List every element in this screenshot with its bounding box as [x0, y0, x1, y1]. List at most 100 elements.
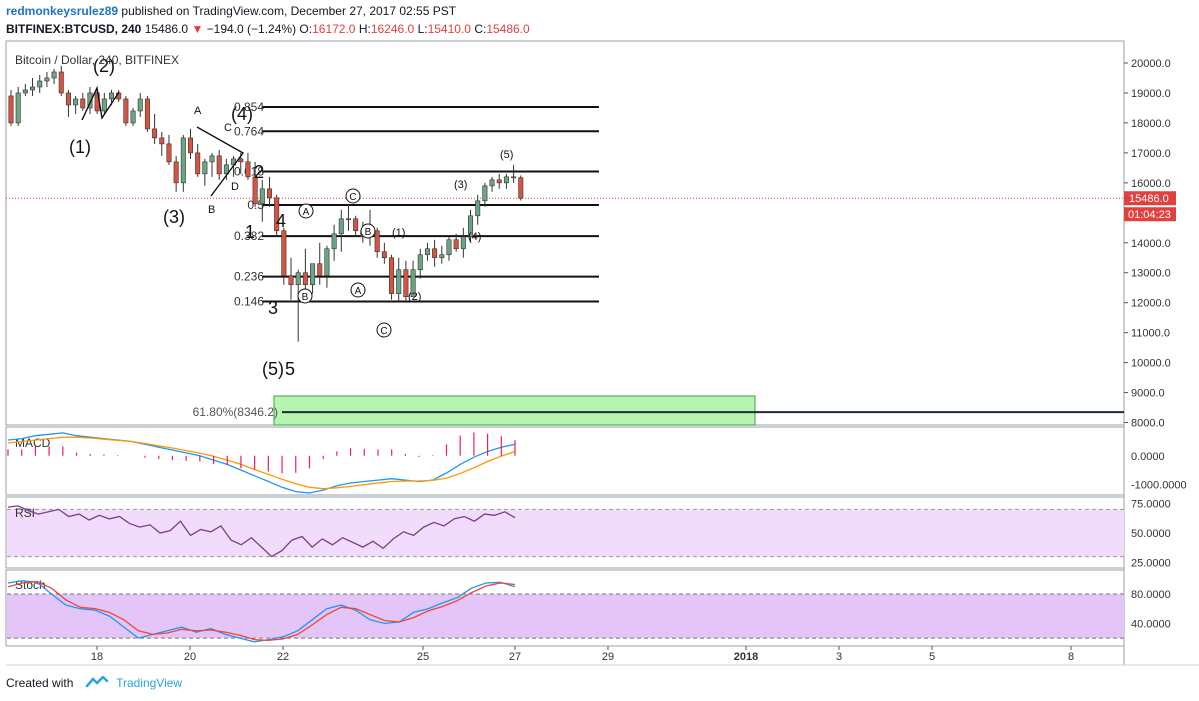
last-price: 15486.0 [144, 22, 189, 36]
y-tick-label: 11000.0 [1131, 328, 1170, 340]
circle-marker [376, 322, 392, 338]
wave-label: (4) [231, 104, 253, 124]
candle-body [317, 263, 323, 277]
candle-body [130, 110, 136, 124]
candle-body [403, 269, 409, 297]
wave-label: C [224, 122, 232, 134]
candle-body [482, 185, 488, 202]
candle-body [173, 161, 179, 184]
series-line [7, 432, 516, 494]
candle-body [475, 200, 481, 217]
series-line [7, 580, 516, 641]
wave-label: 4 [276, 211, 286, 231]
circled-label: B [302, 292, 309, 303]
y-tick-label: 14000.0 [1131, 238, 1171, 250]
wave-label: 5 [285, 359, 295, 379]
candle-body [101, 98, 107, 112]
series-line [7, 580, 516, 643]
last-price-tag [1124, 191, 1176, 206]
created-with-text: Created with [6, 676, 74, 690]
y-tick-label: 12000.0 [1131, 298, 1171, 310]
y-tick-label: 16000.0 [1131, 178, 1171, 190]
wave-labels: (2) (1) (3) A (4) C D B 2 1 4 3 (5) 5 (5… [69, 56, 513, 379]
y-tick-label: 19000.0 [1131, 88, 1171, 100]
candle-body [417, 254, 423, 271]
candle-body [37, 80, 43, 88]
tradingview-link[interactable]: TradingView [116, 676, 183, 690]
y-tick-label: 18000.0 [1131, 118, 1171, 130]
wave-label: (1) [69, 137, 91, 157]
y-tick-label: 80.0000 [1131, 589, 1171, 601]
candle-body [73, 98, 79, 106]
candle-body [453, 239, 459, 250]
footer: Created with TradingView [6, 675, 183, 691]
candle-body [468, 215, 474, 238]
candle-body [489, 179, 495, 187]
fib-label: 0.236 [234, 270, 264, 284]
circle-marker [360, 223, 376, 239]
candles [8, 65, 524, 342]
wave-2-zigzag [81, 85, 120, 121]
indicator-lines [7, 432, 516, 643]
candle-body [460, 236, 466, 250]
circle-marker [298, 203, 314, 219]
candle-body [245, 161, 251, 178]
series-line [7, 505, 516, 558]
wave-lines [81, 85, 245, 197]
circled-label: A [355, 286, 362, 297]
wave-label: B [208, 204, 215, 216]
axis-labels: 20000.019000.018000.017000.016000.015000… [91, 58, 1187, 663]
y-tick-label: 75.0000 [1131, 499, 1171, 511]
candle-body [439, 254, 445, 259]
y-tick-label: 8000.0 [1131, 418, 1165, 430]
fib-label: 0.764 [234, 124, 264, 138]
circled-label: A [303, 207, 310, 218]
x-tick-label: 5 [929, 651, 935, 663]
candle-body [30, 86, 36, 91]
x-tick-label: 2018 [734, 651, 758, 663]
countdown-tag [1124, 207, 1176, 222]
candle-body [345, 218, 351, 221]
candle-body [58, 71, 64, 94]
symbol-label: BITFINEX:BTCUSD, 240 [6, 22, 142, 36]
candle-body [87, 92, 93, 109]
wave-label: (5) [500, 149, 513, 161]
candle-body [331, 233, 337, 250]
y-tick-label: 25.0000 [1131, 557, 1171, 569]
candle-body [389, 257, 395, 294]
candle-body [353, 218, 359, 232]
circled-label: B [365, 227, 372, 238]
x-tick-label: 27 [509, 651, 521, 663]
price-change: −194.0 (−1.24%) [206, 22, 297, 36]
x-tick-label: 8 [1068, 651, 1074, 663]
down-triangle-icon: ▼ [191, 22, 204, 36]
wave-label: 1 [245, 222, 255, 242]
countdown-tag-text: 01:04:23 [1128, 209, 1171, 221]
circled-labels: A B C B A C [297, 188, 392, 338]
wave-label: (2) [93, 56, 115, 76]
candle-body [109, 92, 115, 100]
candle-body [381, 251, 387, 259]
candle-body [324, 248, 330, 277]
candle-body [338, 218, 344, 235]
target-zone-label: 61.80%(8346.2) [193, 405, 278, 419]
y-tick-label: 10000.0 [1131, 358, 1171, 370]
candle-body [144, 98, 150, 130]
author-link[interactable]: redmonkeysrulez89 [6, 4, 119, 18]
candle-body [274, 197, 280, 232]
candle-body [302, 272, 308, 286]
circle-marker [297, 288, 313, 304]
circled-label: C [349, 192, 356, 203]
candle-body [44, 77, 50, 82]
candle-body [159, 137, 165, 145]
candle-body [8, 95, 14, 124]
candle-body [288, 275, 294, 286]
chart-title: Bitcoin / Dollar, 240, BITFINEX [15, 53, 179, 67]
circle-marker [345, 188, 361, 204]
wave-label: (2) [408, 291, 421, 303]
open-value: 16172.0 [312, 22, 356, 36]
wave-label: (5) [262, 359, 284, 379]
open-label: O: [299, 22, 313, 36]
x-tick-label: 18 [91, 651, 103, 663]
